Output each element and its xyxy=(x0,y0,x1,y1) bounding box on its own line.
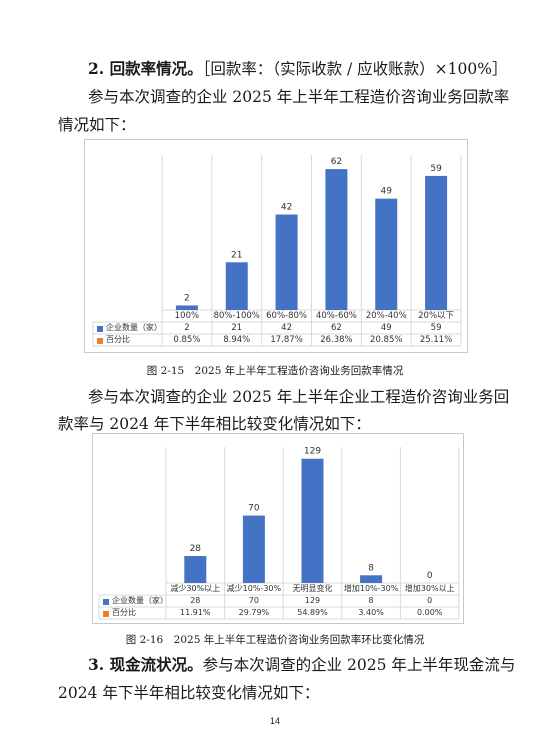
category-label: 减少10%-30% xyxy=(227,583,282,593)
bar xyxy=(184,556,207,583)
bar xyxy=(275,214,298,310)
series-1-label: 企业数量（家） xyxy=(112,595,168,605)
bar-value-label: 21 xyxy=(231,250,242,260)
chart-2-16: 28 70 129 8 0 减少30%以上 减少10%-30% 无明显变化 增加10%-30% 增… xyxy=(92,433,464,624)
category-label: 增加30%以上 xyxy=(405,583,455,593)
section-3-line-1: 3. 现金流状况。参与本次调查的企业 2025 年上半年现金流与 xyxy=(88,653,515,677)
series-2-label: 百分比 xyxy=(112,607,136,617)
table-value-cell: 42 xyxy=(281,323,292,333)
series-2-legend-swatch xyxy=(103,611,109,617)
bar-value-label: 28 xyxy=(190,544,202,554)
bar-value-label: 62 xyxy=(331,157,342,167)
table-percent-cell: 11.91% xyxy=(180,608,211,617)
table-percent-cell: 25.11% xyxy=(420,335,452,345)
table-value-cell: 2 xyxy=(184,323,189,333)
middle-paragraph-line-2: 款率与 2024 年下半年相比较变化情况如下： xyxy=(58,415,371,433)
series-2-label: 百分比 xyxy=(106,334,130,344)
category-label: 100% xyxy=(175,311,199,321)
table-value-cell: 0 xyxy=(427,596,432,605)
table-percent-cell: 3.40% xyxy=(358,608,384,617)
table-percent-cell: 8.94% xyxy=(223,335,250,345)
page-number: 14 xyxy=(269,716,280,726)
chart-2-16-canvas: 28 70 129 8 0 减少30%以上 减少10%-30% 无明显变化 增加10%-30% 增… xyxy=(98,447,460,620)
bar xyxy=(301,458,324,583)
section-2-intro-line-1: 参与本次调查的企业 2025 年上半年工程造价咨询业务回款率 xyxy=(88,88,510,106)
table-value-cell: 28 xyxy=(190,596,200,605)
chart-2-15: 2 21 42 62 49 59 100% 80%-100% 60%-80% 40%-60% 20%… xyxy=(84,139,468,353)
table-value-cell: 21 xyxy=(231,323,242,333)
series-1-legend-swatch xyxy=(103,599,109,605)
section-3-heading: 3. 现金流状况。 xyxy=(88,655,203,674)
series-1-legend-swatch xyxy=(97,326,103,332)
bar xyxy=(325,169,348,310)
bar-value-label: 49 xyxy=(381,187,393,197)
category-label: 无明显变化 xyxy=(293,583,333,593)
bar xyxy=(375,198,398,310)
figure-caption-2-15: 图 2-15 2025 年上半年工程造价咨询业务回款率情况 xyxy=(146,365,404,377)
bar-value-label: 2 xyxy=(184,293,190,303)
bar xyxy=(242,515,265,583)
bar xyxy=(360,575,383,583)
table-value-cell: 59 xyxy=(431,323,442,333)
section-2-intro-line-2: 情况如下： xyxy=(58,116,136,134)
table-percent-cell: 0.00% xyxy=(417,608,443,617)
section-2-heading: 2. 回款率情况。 xyxy=(88,59,203,78)
bar-value-label: 129 xyxy=(304,447,321,457)
table-value-cell: 49 xyxy=(381,323,392,333)
category-label: 80%-100% xyxy=(214,311,260,321)
bar-value-label: 0 xyxy=(427,571,433,581)
table-percent-cell: 0.85% xyxy=(173,335,200,345)
bar-value-label: 8 xyxy=(368,563,374,573)
category-label: 60%-80% xyxy=(266,311,307,321)
section-2-heading-line: 2. 回款率情况。［回款率：（实际收款 / 应收账款）×100%］ xyxy=(88,57,507,81)
table-value-cell: 8 xyxy=(369,596,374,605)
bar xyxy=(175,305,198,310)
figure-caption-2-16: 图 2-16 2025 年上半年工程造价咨询业务回款率环比变化情况 xyxy=(125,634,425,646)
table-value-cell: 70 xyxy=(249,596,259,605)
series-1-label: 企业数量（家） xyxy=(106,322,162,332)
table-percent-cell: 29.79% xyxy=(239,608,270,617)
payback-formula: ［回款率：（实际收款 / 应收账款）×100%］ xyxy=(202,60,508,78)
category-label: 增加10%-30% xyxy=(344,583,399,593)
bar-value-label: 70 xyxy=(248,504,260,514)
category-label: 20%-40% xyxy=(366,311,407,321)
series-2-legend-swatch xyxy=(97,338,103,344)
table-percent-cell: 26.38% xyxy=(320,335,352,345)
category-label: 40%-60% xyxy=(316,311,357,321)
table-percent-cell: 54.89% xyxy=(297,608,328,617)
table-percent-cell: 20.85% xyxy=(370,335,402,345)
bar-value-label: 42 xyxy=(281,203,292,213)
chart-2-15-canvas: 2 21 42 62 49 59 100% 80%-100% 60%-80% 40%-60% 20%… xyxy=(92,155,462,347)
section-3-line-1-rest: 参与本次调查的企业 2025 年上半年现金流与 xyxy=(202,656,516,674)
section-3-line-2: 2024 年下半年相比较变化情况如下： xyxy=(58,684,320,702)
bar xyxy=(225,262,248,310)
bar xyxy=(425,175,448,310)
category-label: 20%以下 xyxy=(418,311,454,321)
table-percent-cell: 17.87% xyxy=(270,335,302,345)
bar-value-label: 59 xyxy=(430,164,442,174)
middle-paragraph-line-1: 参与本次调查的企业 2025 年上半年企业工程造价咨询业务回 xyxy=(88,388,510,406)
table-value-cell: 129 xyxy=(305,596,320,605)
table-value-cell: 62 xyxy=(331,323,342,333)
category-label: 减少30%以上 xyxy=(170,583,220,593)
